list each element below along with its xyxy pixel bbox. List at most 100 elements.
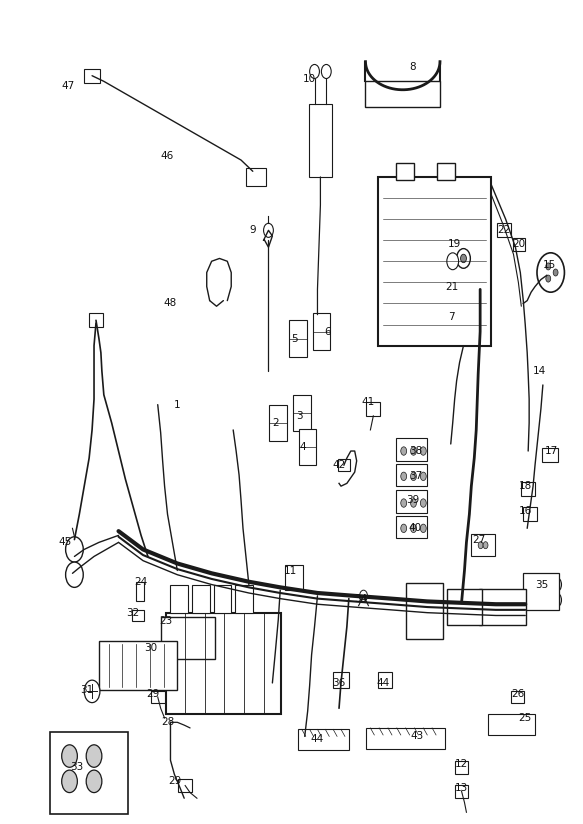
Circle shape bbox=[310, 64, 319, 78]
Bar bbox=[471, 534, 495, 556]
Bar bbox=[542, 448, 557, 462]
Text: 43: 43 bbox=[411, 732, 424, 742]
Text: 12: 12 bbox=[455, 760, 468, 770]
Bar bbox=[396, 163, 413, 180]
Bar bbox=[396, 438, 427, 461]
Circle shape bbox=[470, 592, 480, 606]
Text: 3: 3 bbox=[297, 411, 303, 421]
Circle shape bbox=[483, 541, 488, 549]
Circle shape bbox=[420, 499, 426, 508]
Circle shape bbox=[541, 593, 551, 607]
Text: 9: 9 bbox=[250, 225, 256, 236]
Circle shape bbox=[264, 223, 273, 237]
Circle shape bbox=[419, 602, 430, 618]
Circle shape bbox=[530, 593, 540, 607]
Bar bbox=[151, 691, 164, 704]
Circle shape bbox=[419, 619, 430, 634]
Circle shape bbox=[420, 447, 426, 455]
Circle shape bbox=[407, 619, 418, 634]
Bar bbox=[521, 482, 535, 496]
Circle shape bbox=[537, 253, 564, 293]
Bar bbox=[136, 582, 144, 602]
Text: 32: 32 bbox=[127, 607, 140, 618]
Text: 25: 25 bbox=[519, 713, 532, 723]
Text: 5: 5 bbox=[292, 334, 298, 344]
Circle shape bbox=[401, 499, 407, 508]
Text: 44: 44 bbox=[377, 678, 390, 688]
Text: 33: 33 bbox=[70, 762, 83, 772]
Text: 36: 36 bbox=[332, 678, 346, 688]
Circle shape bbox=[419, 585, 430, 601]
Bar bbox=[84, 68, 100, 82]
Text: 23: 23 bbox=[159, 616, 172, 626]
Circle shape bbox=[552, 593, 561, 607]
Circle shape bbox=[420, 472, 426, 480]
Circle shape bbox=[492, 607, 502, 621]
Text: 20: 20 bbox=[512, 240, 525, 250]
Circle shape bbox=[481, 592, 491, 606]
Circle shape bbox=[420, 524, 426, 532]
Circle shape bbox=[86, 745, 102, 767]
Circle shape bbox=[514, 607, 524, 621]
Text: 6: 6 bbox=[324, 326, 331, 336]
Text: 18: 18 bbox=[519, 481, 532, 491]
Circle shape bbox=[66, 562, 83, 588]
Text: 7: 7 bbox=[448, 312, 455, 322]
Circle shape bbox=[478, 541, 483, 549]
Circle shape bbox=[553, 269, 558, 276]
Bar bbox=[514, 238, 525, 250]
Bar bbox=[166, 613, 281, 714]
Circle shape bbox=[459, 607, 469, 621]
Bar bbox=[338, 459, 350, 471]
Circle shape bbox=[449, 592, 459, 606]
Circle shape bbox=[447, 253, 459, 269]
Circle shape bbox=[470, 607, 480, 621]
Text: 22: 22 bbox=[497, 225, 510, 236]
Text: 15: 15 bbox=[543, 260, 556, 270]
Bar bbox=[299, 428, 317, 465]
Bar bbox=[99, 641, 177, 690]
Bar bbox=[511, 691, 524, 704]
Bar bbox=[178, 780, 192, 792]
Bar bbox=[396, 516, 427, 538]
Circle shape bbox=[321, 64, 331, 78]
Circle shape bbox=[456, 249, 470, 269]
Text: 2: 2 bbox=[272, 418, 279, 428]
Bar bbox=[437, 163, 455, 180]
Bar bbox=[367, 402, 380, 416]
Text: 42: 42 bbox=[332, 460, 346, 470]
Text: 24: 24 bbox=[135, 577, 147, 587]
Text: 35: 35 bbox=[535, 579, 549, 589]
Bar bbox=[213, 584, 231, 613]
Text: 39: 39 bbox=[406, 495, 419, 505]
Text: 41: 41 bbox=[362, 397, 375, 407]
Bar bbox=[161, 617, 215, 659]
Circle shape bbox=[86, 770, 102, 793]
Bar bbox=[479, 589, 526, 625]
Bar bbox=[293, 395, 311, 431]
Bar bbox=[396, 490, 427, 513]
Text: 37: 37 bbox=[409, 471, 422, 481]
Circle shape bbox=[62, 770, 78, 793]
Bar bbox=[235, 584, 253, 613]
Circle shape bbox=[552, 578, 561, 592]
Circle shape bbox=[401, 524, 407, 532]
Text: 29: 29 bbox=[168, 776, 182, 786]
Bar bbox=[366, 82, 440, 106]
Text: 17: 17 bbox=[545, 446, 559, 456]
Circle shape bbox=[514, 592, 524, 606]
Circle shape bbox=[546, 275, 551, 282]
Text: 28: 28 bbox=[161, 718, 174, 728]
Bar bbox=[378, 672, 392, 688]
Circle shape bbox=[449, 607, 459, 621]
Text: 29: 29 bbox=[146, 689, 160, 700]
Circle shape bbox=[503, 592, 512, 606]
Text: 34: 34 bbox=[354, 593, 367, 604]
Text: 21: 21 bbox=[445, 282, 458, 292]
Text: 30: 30 bbox=[145, 643, 157, 653]
Bar bbox=[396, 464, 427, 486]
Text: 46: 46 bbox=[161, 151, 174, 161]
Circle shape bbox=[401, 472, 407, 480]
Bar bbox=[524, 574, 559, 610]
Text: 11: 11 bbox=[283, 565, 297, 575]
